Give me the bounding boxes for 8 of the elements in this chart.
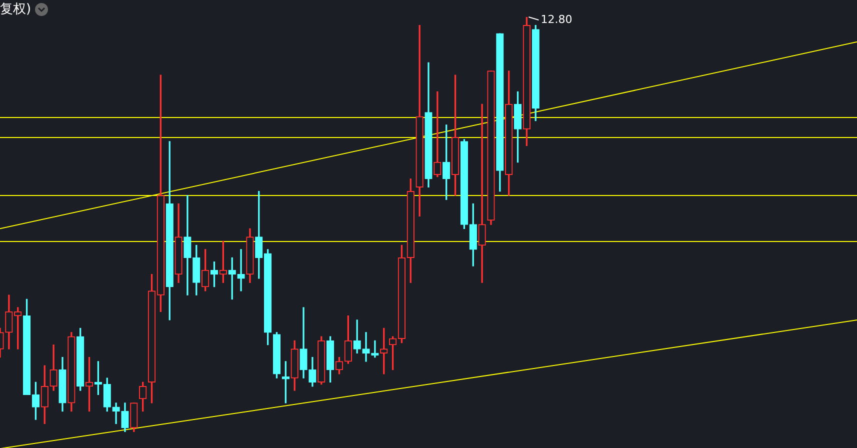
- candlestick: [237, 249, 245, 292]
- annotation: 12.80: [540, 12, 572, 26]
- chart-title: 复权): [0, 1, 32, 18]
- candlestick: [184, 195, 192, 296]
- candlestick: [434, 91, 442, 178]
- candlestick: [362, 332, 370, 362]
- candlestick: [112, 402, 120, 424]
- candlestick: [478, 104, 486, 283]
